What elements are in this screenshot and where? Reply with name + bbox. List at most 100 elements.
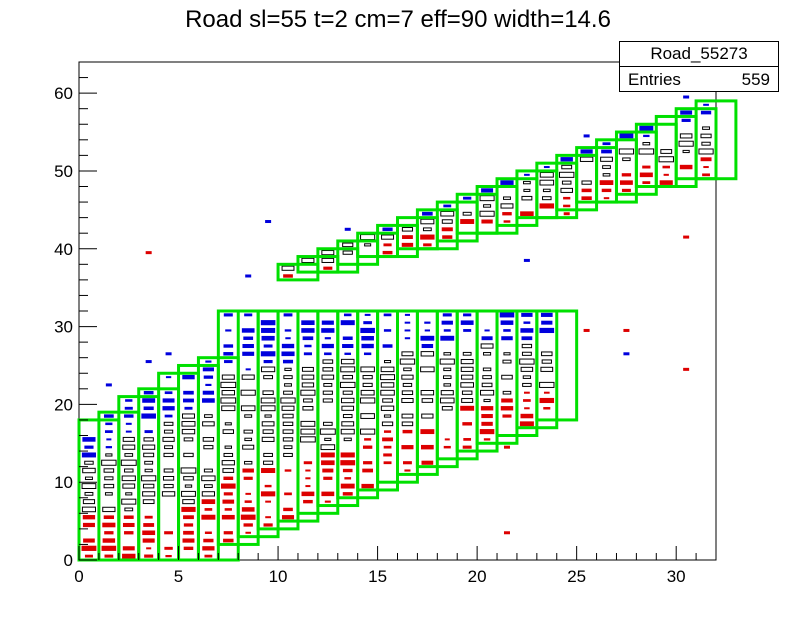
cell-below-road (183, 530, 194, 535)
cell-in-road (521, 351, 532, 356)
cell-in-road (181, 490, 196, 497)
outlier-cell (165, 352, 172, 356)
cell-in-road (380, 405, 395, 411)
cell-in-road (483, 352, 492, 356)
cell-in-road (282, 437, 294, 442)
cell-above-road (203, 375, 214, 379)
cell-in-road (143, 437, 154, 442)
cell-in-road (125, 492, 133, 496)
cell-below-road (223, 531, 233, 535)
cell-below-road (543, 407, 551, 410)
cell-in-road (104, 492, 113, 496)
cell-in-road (519, 358, 535, 365)
cell-above-road (142, 398, 156, 403)
cell-in-road (241, 374, 255, 380)
cell-in-road (242, 444, 255, 450)
cell-below-road (222, 499, 235, 504)
cell-in-road (702, 126, 711, 130)
cell-in-road (502, 390, 512, 395)
cell-above-road (104, 430, 113, 433)
cell-in-road (104, 476, 114, 481)
cell-below-road (463, 438, 472, 441)
cell-above-road (223, 352, 234, 356)
cell-below-road (543, 391, 550, 394)
cell-below-road (142, 538, 155, 543)
cell-above-road (165, 376, 172, 379)
outlier-cell (523, 258, 530, 262)
cell-in-road (402, 382, 413, 387)
cell-in-road (420, 366, 435, 373)
cell-above-road (481, 188, 494, 193)
cell-in-road (284, 383, 292, 387)
cell-below-road (243, 523, 253, 527)
cell-above-road (242, 343, 254, 349)
cell-in-road (381, 234, 395, 240)
outlier-cell (563, 212, 570, 216)
cell-below-road (204, 554, 213, 558)
cell-in-road (441, 219, 453, 224)
cell-below-road (364, 438, 372, 441)
cell-in-road (163, 421, 174, 426)
cell-below-road (460, 219, 475, 224)
cell-below-road (303, 461, 313, 465)
cell-in-road (341, 397, 355, 404)
cell-below-road (581, 196, 592, 200)
cell-above-road (82, 437, 96, 442)
cell-below-road (164, 531, 174, 535)
cell-in-road (183, 437, 194, 442)
cell-in-road (260, 397, 276, 404)
cell-below-road (363, 461, 373, 465)
cell-in-road (539, 381, 555, 388)
cell-in-road (642, 142, 651, 146)
cell-below-road (260, 491, 276, 497)
cell-below-road (320, 452, 335, 458)
cell-in-road (602, 165, 611, 169)
cell-below-road (663, 173, 669, 176)
cell-in-road (658, 156, 674, 163)
cell-in-road (339, 381, 356, 388)
y-tick-label: 40 (54, 240, 73, 259)
cell-in-road (342, 414, 353, 419)
cell-above-road (281, 343, 295, 349)
cell-above-road (524, 173, 530, 176)
cell-above-road (321, 320, 334, 325)
cell-below-road (462, 445, 472, 449)
cell-in-road (443, 352, 452, 356)
cell-below-road (220, 483, 236, 489)
cell-below-road (284, 469, 292, 472)
cell-below-road (563, 196, 571, 200)
cell-below-road (122, 522, 135, 528)
cell-below-road (123, 515, 134, 519)
cell-in-road (421, 413, 434, 419)
y-tick-label: 10 (54, 473, 73, 492)
cell-above-road (382, 344, 393, 348)
cell-below-road (563, 204, 571, 208)
cell-in-road (81, 506, 96, 513)
cell-above-road (105, 422, 113, 426)
cell-in-road (482, 375, 492, 380)
outlier-cell (503, 445, 510, 449)
cell-below-road (601, 188, 612, 193)
histogram-cells (81, 87, 714, 559)
cell-in-road (522, 382, 532, 387)
cell-in-road (321, 250, 335, 256)
cell-above-road (241, 328, 255, 333)
road-box (535, 309, 579, 422)
stats-entries-row: Entries 559 (620, 67, 778, 92)
y-tick-label: 50 (54, 162, 73, 181)
cell-in-road (698, 148, 714, 155)
cell-below-road (621, 173, 632, 177)
cell-below-road (519, 421, 534, 427)
cell-above-road (364, 313, 371, 316)
cell-below-road (520, 413, 534, 419)
cell-in-road (81, 483, 97, 490)
cell-in-road (224, 422, 232, 426)
y-tick-label: 60 (54, 84, 73, 103)
cell-above-road (404, 337, 411, 340)
cell-above-road (162, 406, 175, 411)
cell-below-road (182, 538, 195, 543)
cell-in-road (443, 383, 452, 387)
cell-in-road (300, 428, 316, 435)
cell-in-road (122, 483, 136, 489)
cell-above-road (183, 398, 194, 403)
